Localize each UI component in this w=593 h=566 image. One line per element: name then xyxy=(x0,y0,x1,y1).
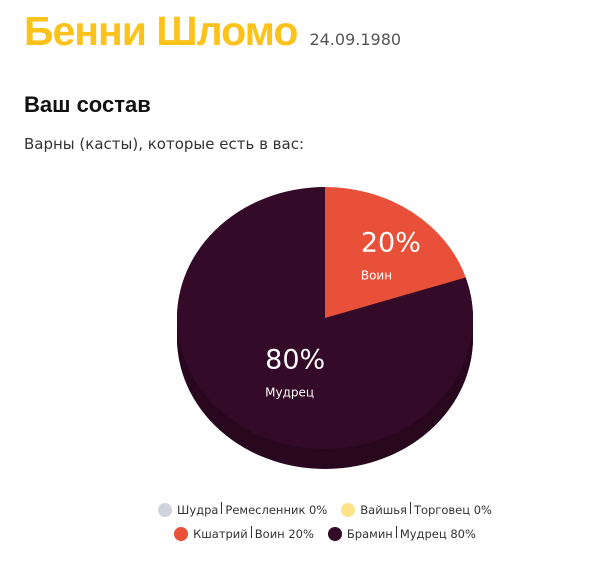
legend-swatch xyxy=(327,526,342,541)
slice-label: Воин xyxy=(361,269,392,283)
legend-text: Шудра Ремесленник 0% xyxy=(177,502,327,517)
legend-value: 0% xyxy=(473,503,492,517)
legend-swatch xyxy=(158,502,173,517)
legend-item: Брамин Мудрец 80% xyxy=(327,526,476,541)
legend-divider xyxy=(395,526,397,538)
slice-percent: 80% xyxy=(265,344,325,375)
slice-label: Мудрец xyxy=(265,385,314,399)
intro-text: Варны (касты), которые есть в вас: xyxy=(24,135,305,153)
user-name: Бенни Шломо xyxy=(24,8,298,54)
legend-role: Воин xyxy=(254,527,285,541)
legend-varna: Брамин xyxy=(346,527,393,541)
section-title: Ваш состав xyxy=(24,92,151,117)
legend-value: 0% xyxy=(309,503,328,517)
legend-varna: Шудра xyxy=(177,503,219,517)
legend-swatch xyxy=(341,502,356,517)
legend-divider xyxy=(221,502,223,514)
header: Бенни Шломо 24.09.1980 xyxy=(24,8,401,55)
legend-text: Брамин Мудрец 80% xyxy=(347,526,476,541)
legend-role: Ремесленник xyxy=(225,503,306,517)
legend-item: Вайшья Торговец 0% xyxy=(341,502,492,517)
legend-item: Кшатрий Воин 20% xyxy=(174,526,314,541)
legend-role: Мудрец xyxy=(399,527,447,541)
legend-swatch xyxy=(174,526,189,541)
legend-varna: Кшатрий xyxy=(193,527,248,541)
legend-divider xyxy=(409,502,411,514)
legend-text: Вайшья Торговец 0% xyxy=(360,502,492,517)
pie-chart: 20% Воин 80% Мудрец xyxy=(177,187,474,469)
legend-divider xyxy=(250,526,252,538)
legend: Шудра Ремесленник 0% Вайшья Торговец 0% Кшат… xyxy=(88,502,562,541)
legend-value: 20% xyxy=(288,527,314,541)
legend-text: Кшатрий Воин 20% xyxy=(193,526,314,541)
slice xyxy=(325,187,466,318)
legend-item: Шудра Ремесленник 0% xyxy=(158,502,327,517)
legend-value: 80% xyxy=(450,527,476,541)
legend-varna: Вайшья xyxy=(360,503,407,517)
slice xyxy=(177,187,473,449)
birth-date: 24.09.1980 xyxy=(309,30,402,49)
slice-percent: 20% xyxy=(361,228,421,259)
legend-role: Торговец xyxy=(413,503,471,517)
